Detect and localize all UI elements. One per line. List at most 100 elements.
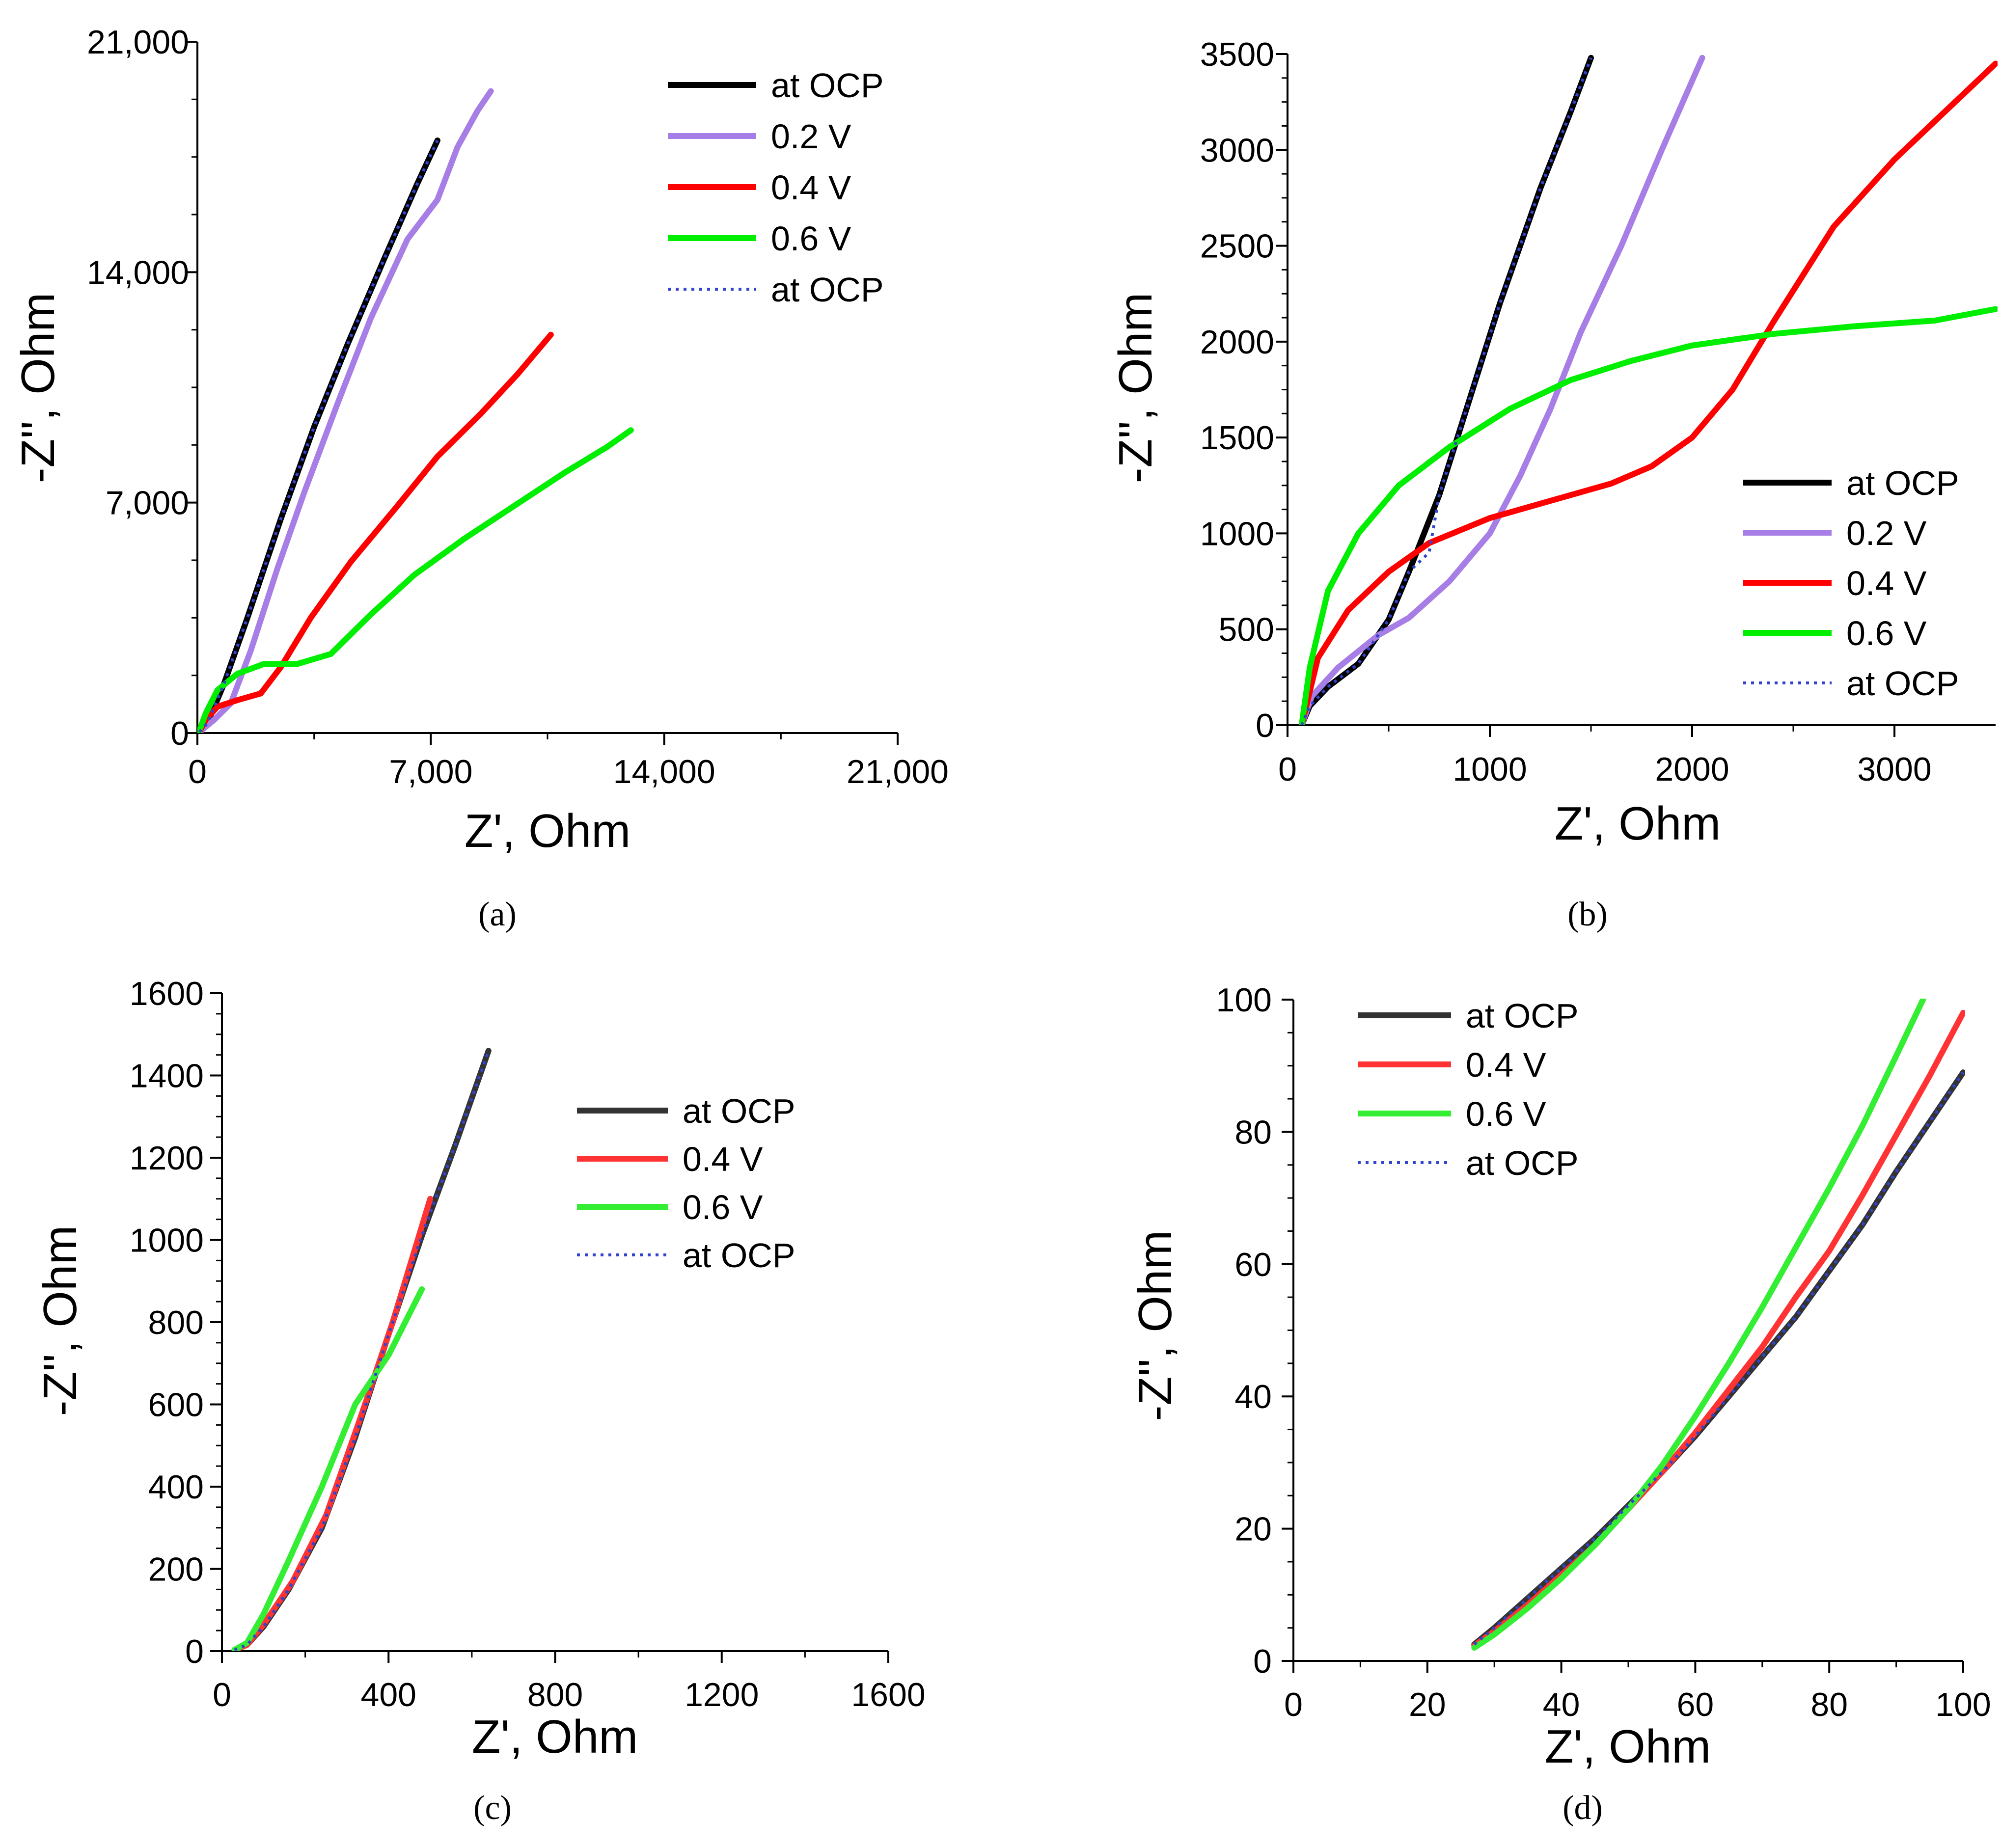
x-tick-label: 2000 <box>1655 751 1729 788</box>
y-tick-label: 3500 <box>1200 36 1274 73</box>
panel-label: (c) <box>473 1789 512 1827</box>
y-tick-label: 1200 <box>130 1140 204 1177</box>
legend: at OCP 0.2 V 0.4 V 0.6 V at OCP <box>668 66 884 309</box>
y-tick-label: 7,000 <box>106 485 189 522</box>
legend-label-3: 0.6 V <box>1846 614 1927 652</box>
legend-label-2: 0.4 V <box>771 168 851 207</box>
y-tick-label: 20 <box>1234 1511 1272 1548</box>
y-tick-label: 0 <box>1253 1643 1272 1680</box>
series-line-3 <box>1298 306 1998 725</box>
y-tick-label: 200 <box>148 1551 204 1588</box>
legend-label-3: 0.6 V <box>771 219 851 258</box>
x-tick-label: 0 <box>1284 1686 1303 1723</box>
series-line-3 <box>197 427 634 733</box>
legend-label-1: 0.4 V <box>1466 1046 1546 1084</box>
series-line-1 <box>1471 1009 1965 1649</box>
x-tick-label: 100 <box>1935 1686 1991 1723</box>
legend-label-3: at OCP <box>1466 1144 1579 1182</box>
y-tick-label: 14,000 <box>87 254 189 291</box>
series-line-2 <box>1471 999 1926 1651</box>
y-axis-title: -Z'', Ohm <box>12 293 64 484</box>
y-tick-label: 1400 <box>130 1058 204 1095</box>
legend: at OCP 0.4 V 0.6 V at OCP <box>1358 997 1579 1182</box>
plot-area <box>197 88 634 733</box>
y-tick-label: 2000 <box>1200 324 1274 361</box>
x-axis-title: Z', Ohm <box>1545 1720 1711 1773</box>
legend-label-4: at OCP <box>1846 664 1959 703</box>
legend-label-0: at OCP <box>683 1092 795 1130</box>
plot-area <box>1298 54 1998 725</box>
y-axis-title: -Z'', Ohm <box>1129 1230 1181 1421</box>
series-line-0 <box>231 1048 492 1651</box>
y-tick-label: 1600 <box>130 975 204 1012</box>
x-tick-label: 21,000 <box>847 753 949 790</box>
legend-label-0: at OCP <box>771 66 884 105</box>
series-line-0 <box>197 137 440 733</box>
y-tick-label: 2500 <box>1200 228 1274 265</box>
x-tick-label: 1000 <box>1453 751 1527 788</box>
y-tick-label: 0 <box>170 715 189 752</box>
series-line-1 <box>1298 54 1705 725</box>
y-tick-label: 100 <box>1216 981 1272 1019</box>
y-axis-title: -Z'', Ohm <box>1109 293 1162 484</box>
plot-area <box>1471 999 1965 1651</box>
legend-label-1: 0.4 V <box>683 1140 763 1178</box>
y-tick-label: 800 <box>148 1304 204 1341</box>
legend-label-0: at OCP <box>1466 997 1579 1035</box>
series-line-3 <box>1473 1071 1965 1646</box>
legend: at OCP 0.2 V 0.4 V 0.6 V at OCP <box>1743 464 1959 703</box>
plot-area <box>231 1048 492 1651</box>
y-tick-label: 21,000 <box>87 24 189 61</box>
x-tick-label: 0 <box>213 1676 231 1713</box>
legend-label-4: at OCP <box>771 271 884 309</box>
legend-label-1: 0.2 V <box>771 117 851 156</box>
chart-panel-c: 0 400 800 1200 1600 0 200 400 600 800 1000 1200 1400… <box>34 975 926 1827</box>
legend-label-2: 0.4 V <box>1846 564 1927 602</box>
x-axis-title: Z', Ohm <box>465 805 630 857</box>
series-line-1 <box>231 1196 434 1651</box>
series-line-2 <box>231 1286 425 1651</box>
x-tick-label: 7,000 <box>389 753 472 790</box>
y-tick-label: 1500 <box>1200 419 1274 457</box>
x-tick-label: 40 <box>1543 1686 1580 1723</box>
x-tick-label: 14,000 <box>613 753 715 790</box>
y-tick-label: 0 <box>1256 707 1274 744</box>
y-axis-title: -Z'', Ohm <box>34 1225 86 1416</box>
x-tick-label: 80 <box>1810 1686 1848 1723</box>
series-line-3 <box>234 1050 490 1651</box>
legend-label-2: 0.6 V <box>1466 1095 1546 1133</box>
x-axis-title: Z', Ohm <box>1555 797 1721 850</box>
legend: at OCP 0.4 V 0.6 V at OCP <box>577 1092 795 1275</box>
x-tick-label: 20 <box>1409 1686 1446 1723</box>
y-tick-label: 80 <box>1234 1114 1272 1151</box>
x-tick-label: 60 <box>1677 1686 1714 1723</box>
x-tick-label: 1600 <box>851 1676 925 1713</box>
y-tick-label: 3000 <box>1200 132 1274 169</box>
x-axis-title: Z', Ohm <box>472 1711 638 1763</box>
chart-panel-b: 0 1000 2000 3000 0 500 1000 1500 2000 2500 3000 350… <box>1109 36 1998 933</box>
y-tick-label: 600 <box>148 1386 204 1424</box>
legend-label-1: 0.2 V <box>1846 514 1927 552</box>
y-tick-label: 60 <box>1234 1246 1272 1283</box>
series-line-4 <box>198 139 439 733</box>
x-tick-label: 3000 <box>1857 751 1931 788</box>
x-tick-label: 0 <box>188 753 207 790</box>
chart-panel-a: 0 7,000 14,000 21,000 0 7,000 14,000 21,000 Z', … <box>12 24 949 933</box>
panel-label: (a) <box>478 896 517 933</box>
x-tick-label: 400 <box>361 1676 416 1713</box>
x-tick-label: 800 <box>527 1676 583 1713</box>
series-line-2 <box>197 331 554 733</box>
series-line-4 <box>1300 57 1592 725</box>
legend-label-0: at OCP <box>1846 464 1959 502</box>
x-tick-label: 1200 <box>685 1676 759 1713</box>
series-line-2 <box>1298 60 1998 725</box>
legend-label-3: at OCP <box>683 1236 795 1275</box>
panel-label: (b) <box>1567 896 1608 933</box>
y-tick-label: 500 <box>1219 611 1274 649</box>
x-tick-label: 0 <box>1278 751 1297 788</box>
y-tick-label: 40 <box>1234 1378 1272 1415</box>
y-tick-label: 1000 <box>130 1222 204 1259</box>
panel-label: (d) <box>1562 1789 1603 1827</box>
y-tick-label: 0 <box>185 1633 204 1670</box>
